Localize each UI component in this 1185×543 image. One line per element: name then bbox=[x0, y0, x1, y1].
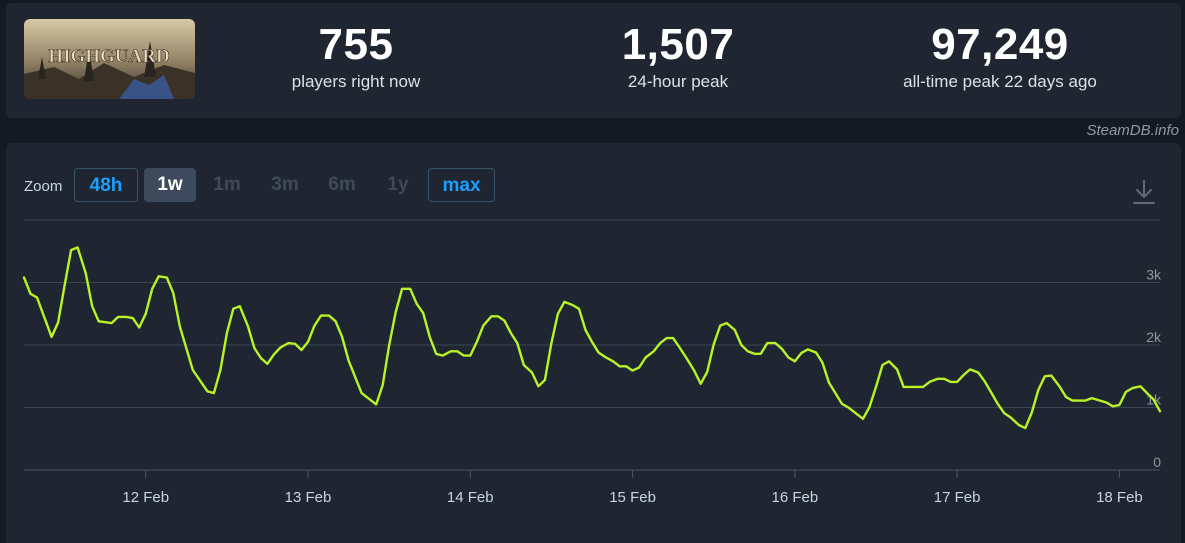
x-tick-label: 14 Feb bbox=[447, 489, 494, 506]
stat-24h-peak: 1,507 24-hour peak bbox=[578, 20, 778, 92]
stats-panel bbox=[6, 3, 1181, 118]
zoom-label: Zoom bbox=[24, 178, 63, 195]
x-tick-label: 15 Feb bbox=[609, 489, 656, 506]
x-tick-label: 13 Feb bbox=[285, 489, 332, 506]
x-tick-label: 12 Feb bbox=[122, 489, 169, 506]
game-artwork: HIGHGUARD bbox=[24, 19, 195, 99]
zoom-48h-button[interactable]: 48h bbox=[74, 168, 138, 202]
alltime-peak-label: all-time peak 22 days ago bbox=[903, 72, 1097, 91]
zoom-1w-button[interactable]: 1w bbox=[144, 168, 196, 202]
game-logo-text: HIGHGUARD bbox=[48, 46, 169, 67]
zoom-3m-button[interactable]: 3m bbox=[271, 174, 299, 195]
zoom-1m-button[interactable]: 1m bbox=[213, 174, 241, 195]
peak-24h-label: 24-hour peak bbox=[627, 72, 729, 91]
zoom-6m-button[interactable]: 6m bbox=[328, 174, 356, 195]
current-players-label: players right now bbox=[291, 72, 421, 91]
current-players-value: 755 bbox=[318, 20, 394, 69]
y-tick-label: 3k bbox=[1146, 267, 1162, 283]
steamdb-watermark[interactable]: SteamDB.info bbox=[1086, 122, 1179, 139]
zoom-1y-button[interactable]: 1y bbox=[387, 174, 409, 195]
series-line-players bbox=[22, 246, 1162, 430]
game-thumbnail[interactable]: HIGHGUARD bbox=[24, 19, 195, 99]
stat-alltime-peak: 97,249 all-time peak 22 days ago bbox=[870, 20, 1130, 92]
x-tick-label: 17 Feb bbox=[934, 489, 981, 506]
alltime-peak-value: 97,249 bbox=[931, 20, 1069, 69]
download-icon[interactable] bbox=[1131, 178, 1157, 206]
stat-current-players: 755 players right now bbox=[256, 20, 456, 92]
y-tick-label: 2k bbox=[1146, 329, 1162, 345]
x-tick-label: 18 Feb bbox=[1096, 489, 1143, 506]
peak-24h-value: 1,507 bbox=[621, 20, 735, 69]
y-tick-label: 0 bbox=[1153, 454, 1161, 470]
zoom-max-button[interactable]: max bbox=[428, 168, 495, 202]
x-tick-label: 16 Feb bbox=[772, 489, 819, 506]
